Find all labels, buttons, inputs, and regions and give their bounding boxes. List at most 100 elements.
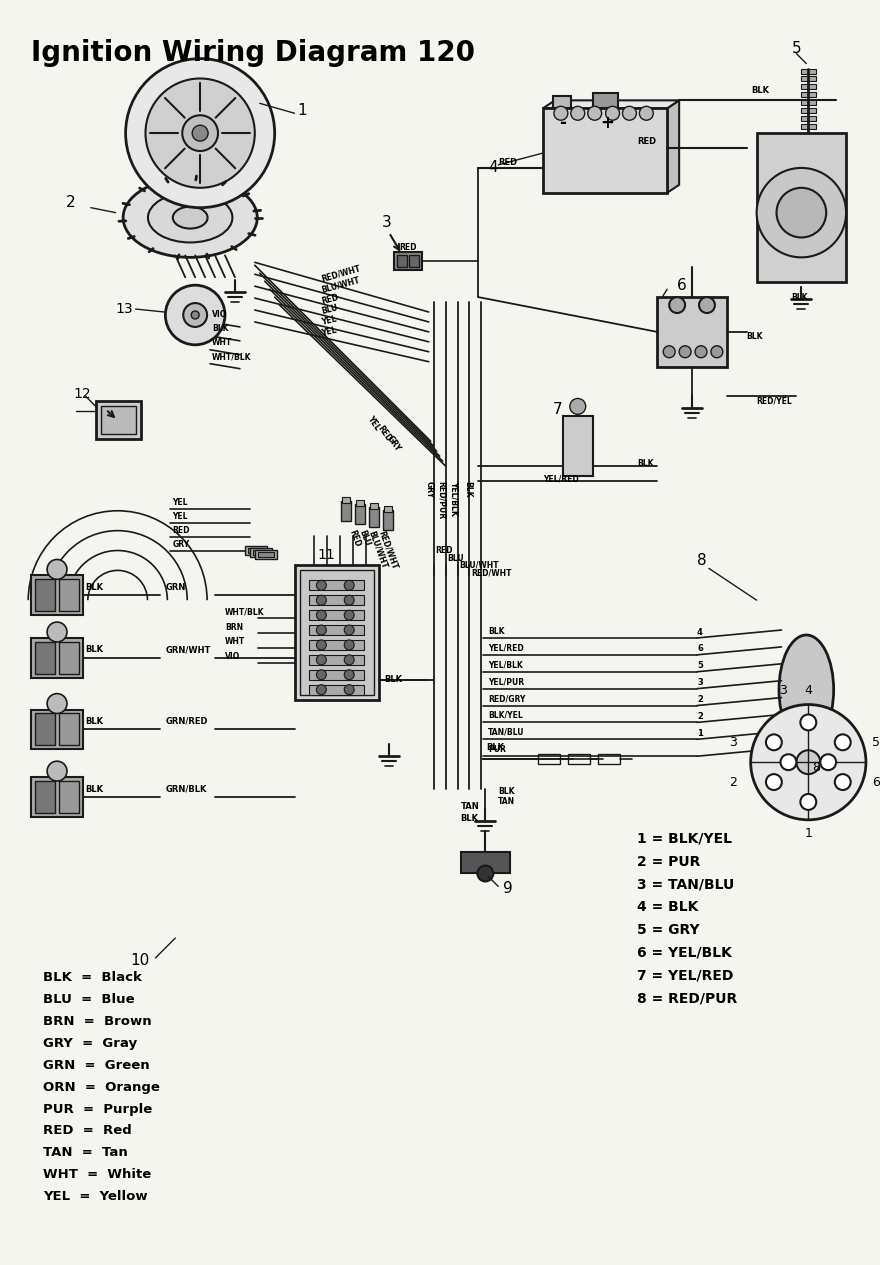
Text: 5: 5 [697,662,703,670]
Circle shape [183,304,207,326]
Bar [384,506,392,512]
Text: 7: 7 [553,402,562,417]
Text: 11: 11 [318,549,335,563]
Text: BLK: BLK [488,626,505,635]
Text: BLU: BLU [448,554,465,563]
Text: RED/YEL: RED/YEL [757,397,792,406]
Circle shape [820,754,836,770]
Bar [802,100,817,105]
Text: GRN/WHT: GRN/WHT [165,645,210,654]
Circle shape [796,750,820,774]
Text: RED/GRY: RED/GRY [488,694,525,703]
Text: 1: 1 [297,102,307,118]
Text: 3: 3 [780,684,788,697]
Text: 3 = TAN/BLU: 3 = TAN/BLU [637,878,735,892]
Text: 10: 10 [130,954,150,969]
Text: BRN  =  Brown: BRN = Brown [43,1015,151,1028]
Text: TAN  =  Tan: TAN = Tan [43,1146,128,1159]
Text: YEL/BLK: YEL/BLK [450,481,459,516]
Polygon shape [667,100,679,192]
Text: BLU/WHT: BLU/WHT [459,560,499,571]
Text: GRY  =  Gray: GRY = Gray [43,1037,137,1050]
Bar [59,781,79,813]
Text: BLK: BLK [487,743,504,751]
Circle shape [605,106,620,120]
Text: BLU: BLU [357,529,371,548]
Bar [757,133,846,282]
Text: -: - [559,114,566,133]
Bar [31,777,83,817]
Text: GRY: GRY [385,434,402,453]
Text: PUR: PUR [488,745,506,754]
Text: RED: RED [347,529,362,549]
Text: WHT  =  White: WHT = White [43,1168,151,1182]
Bar [802,85,817,90]
Circle shape [317,669,326,679]
Text: ORN  =  Orange: ORN = Orange [43,1080,160,1094]
Text: WHT: WHT [212,338,232,348]
Bar [802,68,817,73]
Circle shape [781,754,796,770]
Circle shape [664,345,675,358]
Text: WHT/BLK: WHT/BLK [225,607,265,616]
Bar [248,548,264,554]
Bar [563,416,592,476]
Bar [394,253,422,271]
Text: YEL: YEL [320,326,338,338]
Circle shape [766,735,781,750]
Circle shape [571,106,584,120]
Text: 6: 6 [697,644,703,654]
Text: BLK: BLK [212,324,229,334]
Circle shape [776,187,826,238]
Text: RED/WHT: RED/WHT [472,569,512,578]
Text: VIO: VIO [225,653,240,662]
Text: YEL/PUR: YEL/PUR [488,677,524,686]
Bar [31,576,83,615]
Bar [460,851,510,874]
Circle shape [317,640,326,650]
Text: 4 = BLK: 4 = BLK [637,901,699,915]
Text: YEL: YEL [172,512,187,521]
Bar [35,579,55,611]
Text: BLU/WHT: BLU/WHT [367,529,389,569]
Bar [397,256,407,267]
Text: BLK: BLK [384,676,402,684]
Circle shape [317,581,326,591]
Bar [255,549,276,559]
Circle shape [477,865,494,882]
Bar [253,549,268,555]
Text: 7 = YEL/RED: 7 = YEL/RED [637,969,734,983]
Bar [310,596,364,605]
Circle shape [669,297,686,312]
Text: RED: RED [376,424,392,443]
Text: BLK/YEL: BLK/YEL [488,711,523,720]
Text: BLK: BLK [460,815,479,824]
Text: BLK: BLK [463,481,472,497]
Bar [538,754,560,764]
Text: 4: 4 [697,627,703,636]
Text: YEL: YEL [172,498,187,507]
Text: 1: 1 [697,729,703,737]
Text: 6: 6 [677,278,687,292]
Bar [295,565,379,700]
Text: BLK: BLK [84,645,103,654]
Bar [59,713,79,745]
Text: 1 = BLK/YEL: 1 = BLK/YEL [637,831,732,846]
Text: YEL/BLK: YEL/BLK [488,660,523,669]
Text: RED/WHT: RED/WHT [320,264,362,283]
Text: 4: 4 [804,684,812,697]
Text: YEL/RED: YEL/RED [488,644,524,653]
Bar [310,669,364,679]
Text: 5 = GRY: 5 = GRY [637,923,700,937]
Text: RED  =  Red: RED = Red [43,1125,132,1137]
Bar [369,507,379,526]
Bar [299,571,374,694]
Text: 8 = RED/PUR: 8 = RED/PUR [637,992,737,1006]
Circle shape [801,794,817,810]
Bar [250,548,272,558]
Text: 2: 2 [729,775,737,788]
Circle shape [317,610,326,620]
Circle shape [699,297,715,312]
Circle shape [182,115,218,151]
Text: 3: 3 [697,678,703,687]
